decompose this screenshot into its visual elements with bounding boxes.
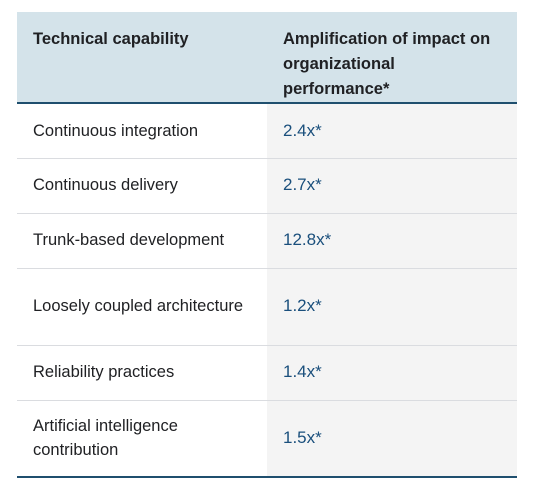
- table-row: Continuous integration 2.4x*: [17, 103, 517, 159]
- capability-cell: Artificial intelligence contribution: [17, 400, 267, 478]
- table-row: Continuous delivery 2.7x*: [17, 158, 517, 214]
- capability-table-container: Technical capability Amplification of im…: [17, 12, 517, 478]
- table-body: Continuous integration 2.4x* Continuous …: [17, 103, 517, 478]
- header-amplification: Amplification of impact on organizationa…: [267, 12, 517, 104]
- amplification-cell: 1.5x*: [267, 400, 517, 478]
- amplification-cell: 2.7x*: [267, 158, 517, 214]
- amplification-cell: 2.4x*: [267, 103, 517, 159]
- table-header: Technical capability Amplification of im…: [17, 12, 517, 104]
- header-technical-capability: Technical capability: [17, 12, 267, 104]
- header-row: Technical capability Amplification of im…: [17, 12, 517, 104]
- capability-cell: Loosely coupled architecture: [17, 268, 267, 346]
- table-row: Trunk-based development 12.8x*: [17, 213, 517, 269]
- capability-cell: Continuous delivery: [17, 158, 267, 214]
- table-row: Reliability practices 1.4x*: [17, 345, 517, 401]
- table-row: Artificial intelligence contribution 1.5…: [17, 400, 517, 478]
- amplification-cell: 1.2x*: [267, 268, 517, 346]
- capability-cell: Continuous integration: [17, 103, 267, 159]
- table-row: Loosely coupled architecture 1.2x*: [17, 268, 517, 346]
- capability-table: Technical capability Amplification of im…: [17, 12, 517, 478]
- capability-cell: Reliability practices: [17, 345, 267, 401]
- amplification-cell: 12.8x*: [267, 213, 517, 269]
- capability-cell: Trunk-based development: [17, 213, 267, 269]
- amplification-cell: 1.4x*: [267, 345, 517, 401]
